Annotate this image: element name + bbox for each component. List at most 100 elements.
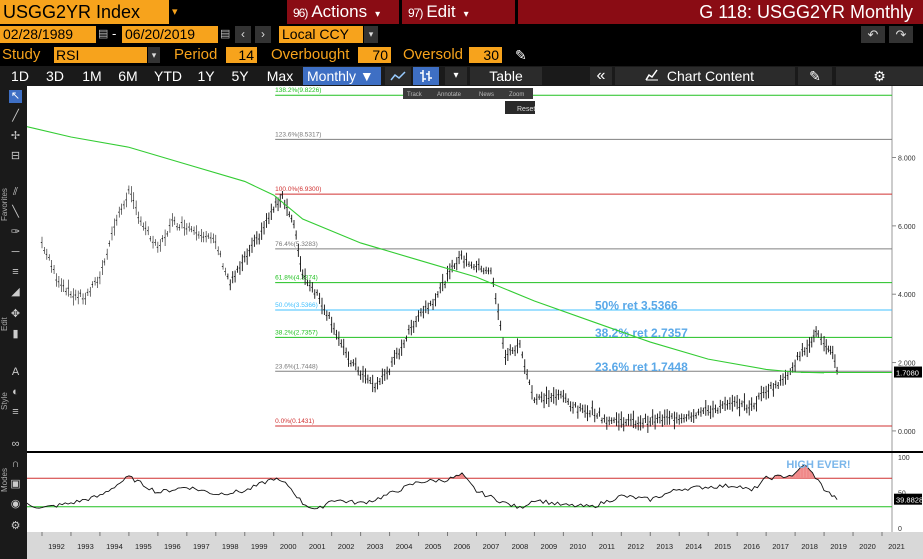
x-tick-label: 2017	[772, 542, 789, 551]
line-chart-icon[interactable]	[385, 67, 411, 85]
paint-icon[interactable]: ◐	[12, 386, 19, 398]
settings-gear-icon[interactable]: ⚙	[836, 67, 923, 85]
fib-label: 123.6%(8.5317)	[275, 131, 321, 138]
range-3d-button[interactable]: 3D	[46, 68, 64, 84]
end-date-input[interactable]: 06/20/2019	[122, 26, 218, 43]
drawing-toolbar: ↖ ╱ ✢ ⊟ Favorites ⫽ ╲ ✑ ─ ≡ ◢ Edit ✥ ▮ A…	[0, 86, 27, 559]
actions-label: Actions	[311, 2, 368, 21]
range-ytd-button[interactable]: YTD	[154, 68, 182, 84]
ticker-field[interactable]: USGG2YR Index	[0, 0, 169, 24]
chevron-down-icon[interactable]: ▾	[445, 67, 467, 85]
chart-area[interactable]: 8.000 6.000 4.000 2.000 0.000 138.2%(9.8226) 1…	[12, 86, 923, 559]
chevron-down-icon: ▼	[359, 68, 374, 84]
channel-icon[interactable]: ⫽	[13, 186, 18, 198]
title-bar: USGG2YR Index ▾ 96) Actions ▾ 97) Edit ▾ G 1…	[0, 0, 923, 24]
study-bar: Study RSI ▾ Period 14 Overbought 70 Over…	[0, 45, 923, 65]
rsi-panel-bg	[27, 453, 923, 532]
chevron-down-icon[interactable]: ▾	[148, 47, 160, 63]
lock-icon[interactable]: ▣	[10, 478, 21, 490]
move-icon[interactable]: ✥	[10, 308, 21, 320]
table-button[interactable]: Table	[470, 67, 542, 85]
fib-label: 23.6%(1.7448)	[275, 363, 318, 370]
next-period-button[interactable]: ›	[255, 26, 271, 43]
brush-icon[interactable]: ╲	[12, 206, 19, 218]
study-select[interactable]: RSI	[54, 47, 147, 63]
zoom-button[interactable]: Zoom	[509, 92, 524, 98]
chart-toolbar: 1D 3D 1M 6M YTD 1Y 5Y Max Monthly ▼ ▾ Ta…	[0, 66, 923, 86]
chart-content-icon	[645, 68, 663, 84]
rsi-tick-label: 100	[898, 455, 910, 462]
range-1d-button[interactable]: 1D	[11, 68, 29, 84]
chevron-down-icon[interactable]: ▾	[364, 26, 378, 43]
high-ever-annotation: HIGH EVER!	[786, 459, 850, 471]
bar-chart-icon[interactable]	[413, 67, 439, 85]
gann-icon[interactable]: ◢	[11, 286, 20, 298]
x-tick-label: 2013	[656, 542, 673, 551]
x-tick-label: 2008	[512, 542, 529, 551]
line-tool-icon[interactable]: ╱	[12, 110, 19, 122]
pen-icon[interactable]: ✑	[10, 226, 21, 238]
x-tick-label: 1992	[48, 542, 65, 551]
calendar-icon[interactable]: ▤	[98, 28, 109, 40]
overbought-fill	[809, 469, 813, 479]
fib-icon[interactable]: ≡	[12, 266, 19, 278]
collapse-icon[interactable]: «	[590, 67, 612, 85]
x-tick-label: 2004	[396, 542, 413, 551]
annotate-button[interactable]: Annotate	[437, 92, 462, 98]
reset-button[interactable]: Reset	[517, 106, 535, 113]
pencil-icon[interactable]: ✎	[515, 47, 527, 63]
ticker-dropdown-icon[interactable]: ▾	[172, 6, 178, 18]
eye-icon[interactable]: ◉	[10, 498, 21, 510]
thickness-icon[interactable]: ≡	[12, 406, 19, 418]
range-1y-button[interactable]: 1Y	[197, 68, 215, 84]
period-input[interactable]: 14	[226, 47, 257, 63]
track-button[interactable]: Track	[407, 92, 423, 98]
actions-menu-button[interactable]: 96) Actions ▾	[287, 0, 399, 24]
fib-label: 100.0%(6.9300)	[275, 186, 321, 193]
edit-label: Edit	[426, 2, 456, 21]
frequency-select[interactable]: Monthly ▼	[303, 67, 381, 85]
gear-icon[interactable]: ⚙	[10, 520, 21, 532]
magnet-icon[interactable]: ∩	[11, 458, 20, 470]
horizontal-line-icon[interactable]: ─	[11, 246, 20, 258]
start-date-input[interactable]: 02/28/1989	[0, 26, 96, 43]
link-icon[interactable]: ∞	[11, 438, 20, 450]
edit-menu-button[interactable]: 97) Edit ▾	[402, 0, 515, 24]
pointer-icon[interactable]: ↖	[9, 90, 22, 103]
text-icon[interactable]: A	[11, 366, 20, 378]
x-tick-label: 1994	[106, 542, 123, 551]
retracement-annotation: 23.6% ret 1.7448	[595, 360, 688, 374]
reset-button-bg[interactable]	[505, 101, 535, 114]
redo-icon[interactable]: ↷	[889, 26, 913, 43]
price-chart[interactable]: 8.000 6.000 4.000 2.000 0.000 138.2%(9.8226) 1…	[12, 86, 923, 559]
y-tick-label: 8.000	[898, 156, 916, 163]
overbought-label: Overbought	[271, 46, 350, 63]
news-button[interactable]: News	[479, 92, 494, 98]
mode-bar	[403, 88, 533, 99]
ruler-icon[interactable]: ⊟	[10, 150, 21, 162]
currency-field[interactable]: Local CCY	[279, 26, 363, 43]
previous-period-button[interactable]: ‹	[235, 26, 251, 43]
actions-shortcut: 96)	[293, 6, 308, 20]
range-6m-button[interactable]: 6M	[118, 68, 138, 84]
range-max-button[interactable]: Max	[266, 68, 294, 84]
x-tick-label: 2001	[309, 542, 326, 551]
x-tick-label: 1995	[135, 542, 152, 551]
delete-icon[interactable]: ▮	[12, 328, 19, 340]
range-5y-button[interactable]: 5Y	[231, 68, 249, 84]
chart-content-button[interactable]: Chart Content	[615, 67, 795, 85]
last-price-tag	[894, 366, 922, 378]
retracement-annotation: 38.2% ret 2.7357	[595, 326, 688, 340]
calendar-icon[interactable]: ▤	[220, 28, 231, 40]
x-tick-label: 1993	[77, 542, 94, 551]
x-tick-label: 1996	[164, 542, 181, 551]
fib-label: 50.0%(3.5366)	[275, 302, 318, 309]
crosshair-icon[interactable]: ✢	[10, 130, 21, 142]
overbought-input[interactable]: 70	[358, 47, 391, 63]
undo-icon[interactable]: ↶	[861, 26, 885, 43]
edit-chart-icon[interactable]: ✎	[798, 67, 832, 85]
x-tick-label: 2021	[888, 542, 905, 551]
oversold-input[interactable]: 30	[469, 47, 502, 63]
range-1m-button[interactable]: 1M	[82, 68, 102, 84]
chart-mode-controls[interactable]: Track Annotate News Zoom Reset	[403, 88, 535, 114]
